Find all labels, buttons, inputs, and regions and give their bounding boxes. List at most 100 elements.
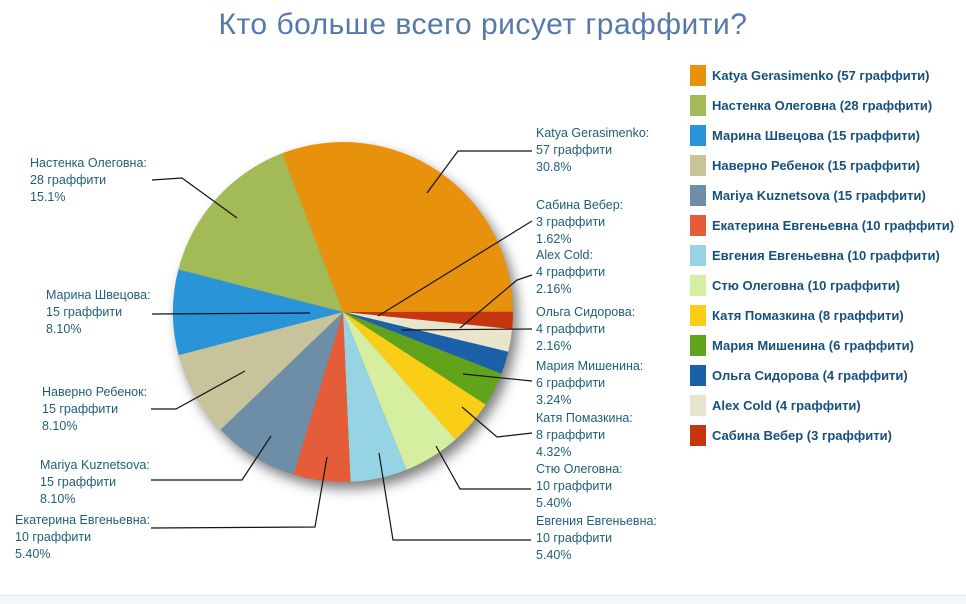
legend-swatch-icon	[690, 244, 706, 266]
callout-label: Alex Cold: 4 граффити 2.16%	[536, 247, 605, 298]
callout-label: Евгения Евгеньевна: 10 граффити 5.40%	[536, 513, 657, 564]
callout-label: Мария Мишенина: 6 граффити 3.24%	[536, 358, 643, 409]
pie-slice[interactable]	[220, 312, 343, 475]
footer-bar	[0, 595, 966, 604]
callout-line: Катя Помазкина:	[536, 411, 633, 425]
leader-line	[426, 150, 532, 194]
legend-label: Стю Олеговна (10 граффити)	[712, 277, 901, 293]
callout-line: 10 граффити	[536, 479, 613, 493]
legend-swatch-icon	[690, 124, 706, 146]
callout-line: 30.8%	[536, 160, 572, 174]
legend-item[interactable]: Наверно Ребенок (15 граффити)	[690, 150, 966, 180]
legend-label: Mariya Kuznetsova (15 граффити)	[712, 187, 926, 203]
legend-label: Екатерина Евгеньевна (10 граффити)	[712, 217, 955, 233]
legend-item[interactable]: Сабина Вебер (3 граффити)	[690, 420, 966, 450]
legend-item[interactable]: Alex Cold (4 граффити)	[690, 390, 966, 420]
callout-line: 2.16%	[536, 282, 572, 296]
pie-slice[interactable]	[343, 312, 513, 352]
legend-swatch-icon	[690, 184, 706, 206]
legend-item[interactable]: Екатерина Евгеньевна (10 граффити)	[690, 210, 966, 240]
legend-swatch-icon	[690, 334, 706, 356]
callout-label: Стю Олеговна: 10 граффити 5.40%	[536, 461, 623, 512]
legend-swatch-icon	[690, 154, 706, 176]
legend-item[interactable]: Катя Помазкина (8 граффити)	[690, 300, 966, 330]
callout-line: 15 граффити	[40, 475, 117, 489]
legend-item[interactable]: Настенка Олеговна (28 граффити)	[690, 90, 966, 120]
chart-title: Кто больше всего рисует граффити?	[218, 8, 748, 41]
callout-line: 5.40%	[536, 496, 572, 510]
legend-label: Евгения Евгеньевна (10 граффити)	[712, 247, 940, 263]
callout-line: Ольга Сидорова:	[536, 305, 636, 319]
callout-line: 8.10%	[40, 492, 76, 506]
callout-line: Стю Олеговна:	[536, 462, 623, 476]
callout-line: 15 граффити	[46, 305, 123, 319]
legend-label: Ольга Сидорова (4 граффити)	[712, 367, 908, 383]
legend-item[interactable]: Katya Gerasimenko (57 граффити)	[690, 60, 966, 90]
legend-label: Катя Помазкина (8 граффити)	[712, 307, 904, 323]
callout-label: Екатерина Евгеньевна: 10 граффити 5.40%	[15, 512, 150, 563]
leader-line	[378, 452, 531, 541]
legend-swatch-icon	[690, 94, 706, 116]
pie-slice[interactable]	[178, 312, 344, 430]
callout-line: Mariya Kuznetsova:	[40, 458, 150, 472]
pie-slice[interactable]	[343, 312, 486, 440]
legend-swatch-icon	[690, 364, 706, 386]
pie-slice[interactable]	[178, 153, 343, 312]
callout-line: 6 граффити	[536, 376, 606, 390]
callout-line: Мария Мишенина:	[536, 359, 644, 373]
pie-slice[interactable]	[343, 311, 513, 330]
callout-line: Екатерина Евгеньевна:	[15, 513, 151, 527]
pie-slice[interactable]	[343, 312, 509, 374]
leader-line	[459, 274, 533, 329]
callout-label: Катя Помазкина: 8 граффити 4.32%	[536, 410, 633, 461]
leader-line	[401, 328, 533, 331]
pie-slice[interactable]	[172, 269, 343, 356]
callout-line: 15.1%	[30, 190, 66, 204]
legend-label: Alex Cold (4 граффити)	[712, 397, 861, 413]
legend-item[interactable]: Mariya Kuznetsova (15 граффити)	[690, 180, 966, 210]
legend-swatch-icon	[690, 214, 706, 236]
pie-slice[interactable]	[343, 312, 502, 405]
callout-line: Настенка Олеговна:	[30, 156, 147, 170]
callout-label: Katya Gerasimenko: 57 граффити 30.8%	[536, 125, 649, 176]
legend-label: Мария Мишенина (6 граффити)	[712, 337, 914, 353]
leader-line	[150, 456, 328, 529]
pie-slice[interactable]	[282, 142, 513, 312]
pie-slice[interactable]	[293, 312, 351, 482]
callout-label: Mariya Kuznetsova: 15 граффити 8.10%	[40, 457, 150, 508]
legend-item[interactable]: Стю Олеговна (10 граффити)	[690, 270, 966, 300]
callout-label: Настенка Олеговна: 28 граффити 15.1%	[30, 155, 147, 206]
callout-line: Евгения Евгеньевна:	[536, 514, 657, 528]
legend-label: Katya Gerasimenko (57 граффити)	[712, 67, 930, 83]
leader-line	[435, 445, 531, 490]
callout-line: 28 граффити	[30, 173, 107, 187]
legend: Katya Gerasimenko (57 граффити) Настенка …	[690, 60, 966, 450]
callout-line: 10 граффити	[15, 530, 92, 544]
legend-label: Наверно Ребенок (15 граффити)	[712, 157, 921, 173]
callout-line: 8.10%	[42, 419, 78, 433]
legend-label: Сабина Вебер (3 граффити)	[712, 427, 892, 443]
callout-label: Ольга Сидорова: 4 граффити 2.16%	[536, 304, 635, 355]
callout-line: 3 граффити	[536, 215, 606, 229]
legend-item[interactable]: Ольга Сидорова (4 граффити)	[690, 360, 966, 390]
callout-line: 10 граффити	[536, 531, 613, 545]
legend-item[interactable]: Марина Швецова (15 граффити)	[690, 120, 966, 150]
callout-line: Сабина Вебер:	[536, 198, 624, 212]
legend-item[interactable]: Евгения Евгеньевна (10 граффити)	[690, 240, 966, 270]
leader-line	[377, 220, 533, 317]
callout-line: 4.32%	[536, 445, 572, 459]
leader-line	[151, 177, 238, 219]
callout-label: Наверно Ребенок: 15 граффити 8.10%	[42, 384, 147, 435]
leader-line	[151, 370, 246, 410]
legend-swatch-icon	[690, 304, 706, 326]
callout-line: 3.24%	[536, 393, 572, 407]
callout-line: 8.10%	[46, 322, 82, 336]
callout-line: Марина Швецова:	[46, 288, 151, 302]
leader-line	[461, 406, 533, 438]
pie-slice[interactable]	[343, 312, 407, 482]
pie-slice[interactable]	[343, 312, 456, 470]
callout-label: Сабина Вебер: 3 граффити 1.62%	[536, 197, 623, 248]
legend-item[interactable]: Мария Мишенина (6 граффити)	[690, 330, 966, 360]
